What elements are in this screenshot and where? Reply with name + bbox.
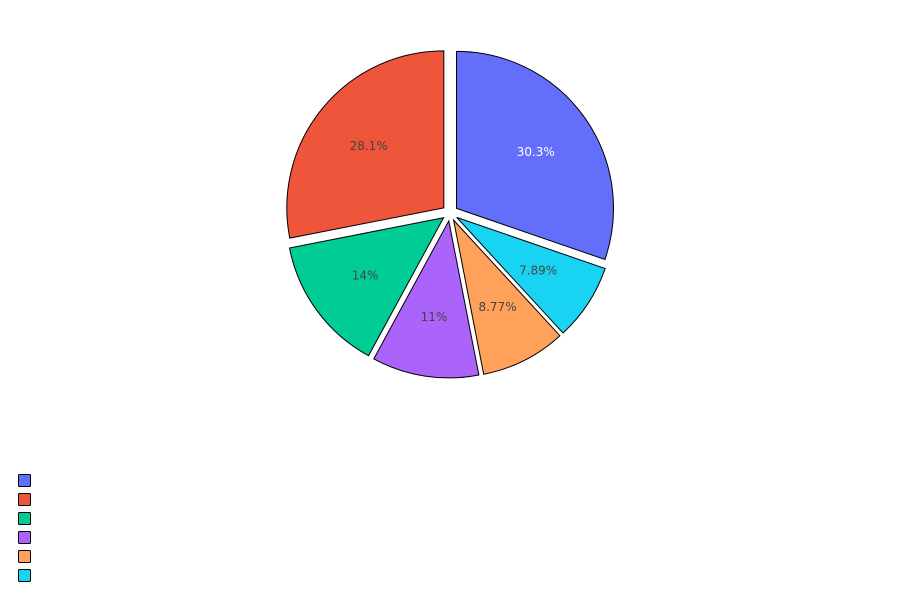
slice-label: 30.3% (517, 145, 555, 159)
legend-swatch[interactable] (18, 512, 31, 525)
slice-label: 14% (352, 268, 379, 282)
pie-slice[interactable] (456, 216, 606, 334)
slice-label: 8.77% (478, 300, 516, 314)
pie-slice[interactable] (288, 217, 445, 357)
legend-swatch[interactable] (18, 569, 31, 582)
legend-swatch[interactable] (18, 550, 31, 563)
pie-slice[interactable] (286, 50, 445, 239)
slice-label: 7.89% (519, 264, 557, 278)
legend (18, 474, 31, 582)
pie-slice[interactable] (452, 218, 561, 375)
pie-slice[interactable] (373, 219, 480, 379)
pie-slices: 30.3% 7.89% 8.77% 11% 14% 28.1% (286, 50, 615, 379)
slice-label: 28.1% (350, 139, 388, 153)
pie-slice[interactable] (456, 50, 615, 261)
legend-swatch[interactable] (18, 531, 31, 544)
legend-swatch[interactable] (18, 474, 31, 487)
slice-label: 11% (421, 310, 448, 324)
legend-swatch[interactable] (18, 493, 31, 506)
